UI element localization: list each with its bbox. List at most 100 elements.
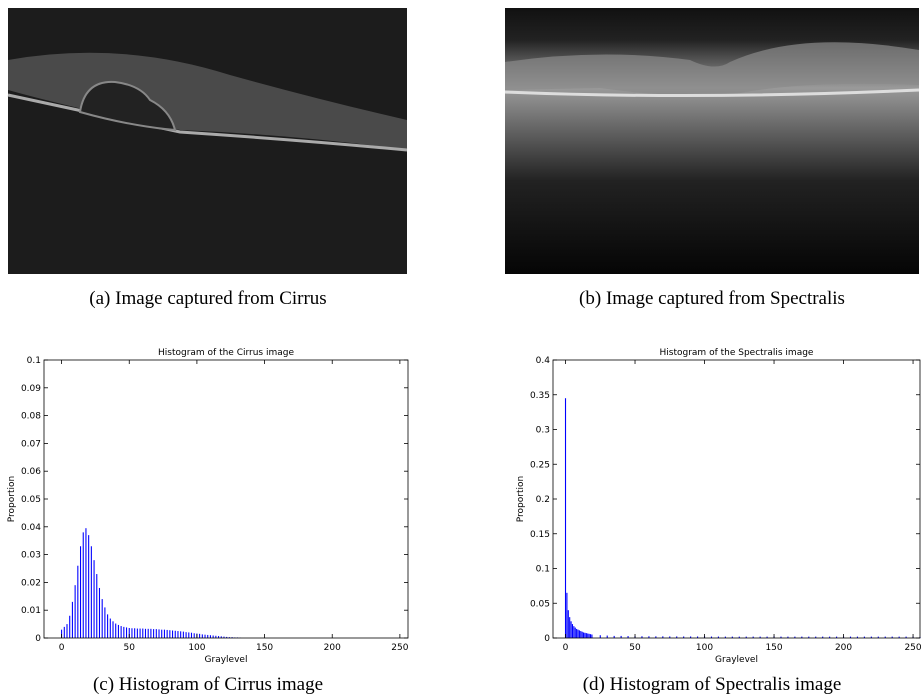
bar (139, 628, 141, 638)
y-tick-label: 0.05 (530, 599, 550, 609)
y-tick-label: 0.35 (530, 391, 550, 401)
bar (177, 631, 179, 638)
bar (98, 587, 101, 638)
bar (74, 585, 76, 638)
bar (870, 636, 872, 638)
bar (573, 626, 575, 638)
bar (88, 535, 90, 638)
bar (158, 629, 160, 638)
y-tick-label: 0.01 (21, 606, 41, 616)
y-tick-label: 0.15 (530, 530, 550, 540)
bar (662, 636, 664, 638)
bar (849, 636, 852, 638)
bar (182, 631, 184, 638)
bar (69, 615, 71, 638)
bar (648, 636, 650, 638)
x-tick-label: 50 (629, 643, 641, 653)
bar (204, 634, 206, 638)
bar (126, 627, 128, 638)
cirrus-image (7, 8, 408, 274)
bar (588, 633, 590, 638)
y-tick-label: 0.1 (27, 356, 41, 366)
bar (780, 636, 782, 638)
spectralis-image (504, 8, 920, 274)
x-tick-label: 150 (256, 643, 273, 653)
bar (77, 565, 79, 638)
bar (829, 636, 831, 638)
bar (613, 635, 615, 638)
bar (134, 628, 136, 638)
bar (144, 628, 147, 638)
bar (738, 636, 740, 638)
bar (117, 624, 119, 638)
bar (96, 574, 98, 638)
bar (569, 617, 571, 638)
y-tick-label: 0.1 (536, 565, 550, 575)
x-tick-label: 0 (563, 643, 569, 653)
x-axis-label: Graylevel (205, 655, 248, 665)
bar (891, 636, 893, 638)
bar (112, 621, 114, 638)
bar (571, 624, 574, 638)
bar (161, 629, 163, 638)
bar (589, 634, 592, 638)
bar (220, 636, 222, 638)
bar (101, 599, 103, 638)
x-tick-label: 100 (188, 643, 205, 653)
bar (150, 628, 152, 638)
bar (123, 626, 125, 638)
x-axis-label: Graylevel (715, 655, 758, 665)
bar (107, 614, 109, 638)
bar (231, 637, 233, 638)
bar (808, 636, 810, 638)
bar (724, 636, 726, 638)
bar (61, 629, 63, 638)
bar (223, 636, 225, 638)
bar (163, 629, 165, 638)
y-tick-label: 0.4 (536, 356, 551, 366)
bar (153, 629, 155, 638)
caption: (d) Histogram of Spectralis image (583, 674, 842, 695)
bar (577, 629, 579, 638)
x-tick-label: 100 (696, 643, 713, 653)
bar (147, 628, 149, 638)
bar (884, 636, 886, 638)
bar (172, 630, 174, 638)
bar (109, 618, 111, 638)
bar (201, 634, 203, 638)
axes-box (552, 359, 921, 639)
y-tick-label: 0.04 (21, 523, 41, 533)
bar (585, 633, 587, 638)
bar (228, 637, 230, 638)
bar (564, 398, 567, 638)
y-tick-label: 0.3 (536, 426, 550, 436)
bar (93, 560, 95, 638)
bar (215, 635, 217, 638)
bar (836, 636, 838, 638)
bar (188, 632, 190, 638)
y-tick-label: 0.07 (21, 439, 41, 449)
bar (591, 634, 593, 638)
bar (731, 636, 733, 638)
bar (710, 636, 713, 638)
bar (581, 631, 583, 638)
bar (66, 624, 68, 638)
bar (627, 636, 629, 638)
bar (599, 635, 601, 638)
bar (801, 636, 803, 638)
bar (90, 546, 92, 638)
bar (766, 636, 768, 638)
bar (863, 636, 865, 638)
bar (193, 633, 195, 638)
bar (683, 636, 685, 638)
bar (128, 627, 130, 638)
bar (166, 629, 168, 638)
bar (185, 632, 187, 638)
x-tick-label: 150 (765, 643, 782, 653)
caption: (b) Image captured from Spectralis (579, 288, 845, 309)
bar (815, 636, 817, 638)
y-tick-label: 0.05 (21, 495, 41, 505)
bar (63, 626, 65, 638)
bar (794, 636, 796, 638)
